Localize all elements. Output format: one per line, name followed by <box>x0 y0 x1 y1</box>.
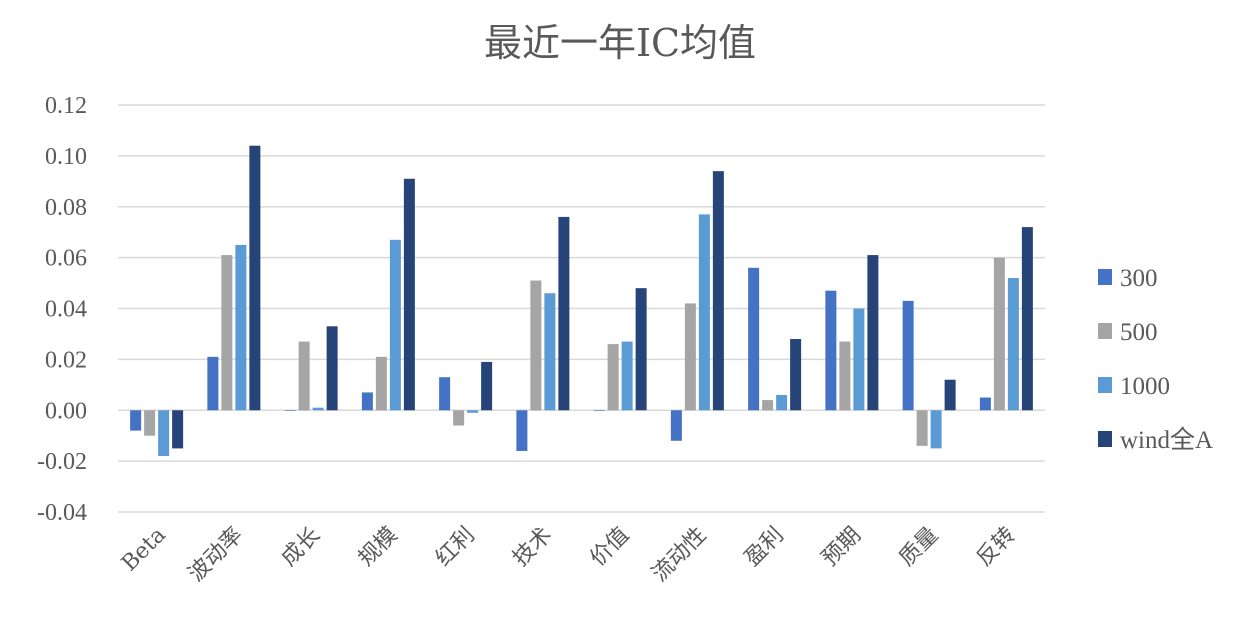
bar <box>1021 227 1033 411</box>
x-category-label: 成长 <box>277 523 326 572</box>
bar <box>467 410 479 413</box>
bar <box>790 339 802 411</box>
bar <box>544 293 556 411</box>
legend-label: 1000 <box>1120 373 1170 400</box>
bar <box>635 288 647 411</box>
legend-label: 300 <box>1120 265 1158 292</box>
bar <box>144 410 156 436</box>
y-tick-label: 0.06 <box>45 246 87 272</box>
bar <box>593 410 605 411</box>
bar <box>979 397 991 411</box>
bar <box>284 410 296 411</box>
bar <box>867 255 879 411</box>
bar <box>1007 277 1019 411</box>
bar <box>375 356 387 411</box>
bar <box>361 392 373 411</box>
bar <box>207 356 219 411</box>
x-axis-categories: Beta 波动率 成长 规模 红利 技术 价值 流动性 盈利 预期 质量 反转 <box>117 523 1021 587</box>
gridlines <box>118 104 1045 513</box>
y-tick-label: 0.04 <box>45 297 87 323</box>
bar <box>130 410 142 431</box>
chart-title: 最近一年IC均值 <box>484 21 756 65</box>
y-tick-label: 0.12 <box>45 93 87 119</box>
bar <box>516 410 528 451</box>
bar <box>993 257 1005 411</box>
legend-label: 500 <box>1120 319 1158 346</box>
legend-swatch <box>1098 377 1112 393</box>
x-category-label: 质量 <box>895 523 944 572</box>
bar <box>403 178 415 411</box>
x-category-label: 反转 <box>972 523 1021 572</box>
x-category-label: 预期 <box>817 523 866 572</box>
bars <box>130 145 1033 457</box>
y-tick-label: 0.10 <box>45 144 87 170</box>
bar <box>853 308 865 411</box>
y-tick-label: 0.08 <box>45 195 87 221</box>
y-tick-label: -0.02 <box>37 449 87 475</box>
bar <box>930 410 942 449</box>
bar <box>221 255 233 411</box>
bar <box>312 407 324 411</box>
bar <box>326 326 338 411</box>
x-category-label: 价值 <box>586 523 635 572</box>
bar <box>684 303 696 411</box>
x-category-label: 流动性 <box>647 523 711 587</box>
x-category-label: Beta <box>117 523 171 577</box>
x-category-label: 波动率 <box>184 523 248 587</box>
bar <box>172 410 184 449</box>
bar <box>558 216 570 411</box>
bar <box>944 379 956 411</box>
bar <box>298 341 310 411</box>
bar <box>762 400 774 411</box>
legend: 300 500 1000 wind全A <box>1098 265 1213 454</box>
bar <box>621 341 633 411</box>
legend-label: wind全A <box>1120 426 1213 454</box>
y-tick-label: 0.02 <box>45 347 87 373</box>
bar <box>235 244 247 411</box>
y-tick-label: -0.04 <box>37 500 87 526</box>
bar <box>389 239 401 411</box>
bar <box>481 361 493 411</box>
legend-swatch <box>1098 269 1112 285</box>
bar <box>902 300 914 411</box>
bar <box>453 410 465 426</box>
bar <box>249 145 261 411</box>
legend-swatch <box>1098 431 1112 447</box>
bar <box>698 214 710 411</box>
bar <box>530 280 542 411</box>
bar <box>748 267 760 411</box>
y-tick-label: 0.00 <box>45 398 87 424</box>
bar <box>607 344 619 411</box>
bar <box>825 290 837 411</box>
bar <box>776 394 788 411</box>
y-axis-ticks: 0.12 0.10 0.08 0.06 0.04 0.02 0.00 -0.02 -0.04 <box>37 93 87 526</box>
x-category-label: 盈利 <box>740 523 789 572</box>
legend-swatch <box>1098 323 1112 339</box>
bar <box>916 410 928 446</box>
x-category-label: 红利 <box>431 523 480 572</box>
x-category-label: 规模 <box>354 523 403 572</box>
bar <box>158 410 170 457</box>
x-category-label: 技术 <box>508 523 557 572</box>
bar <box>439 377 451 411</box>
bar <box>670 410 682 441</box>
bar <box>712 171 724 411</box>
bar <box>839 341 851 411</box>
